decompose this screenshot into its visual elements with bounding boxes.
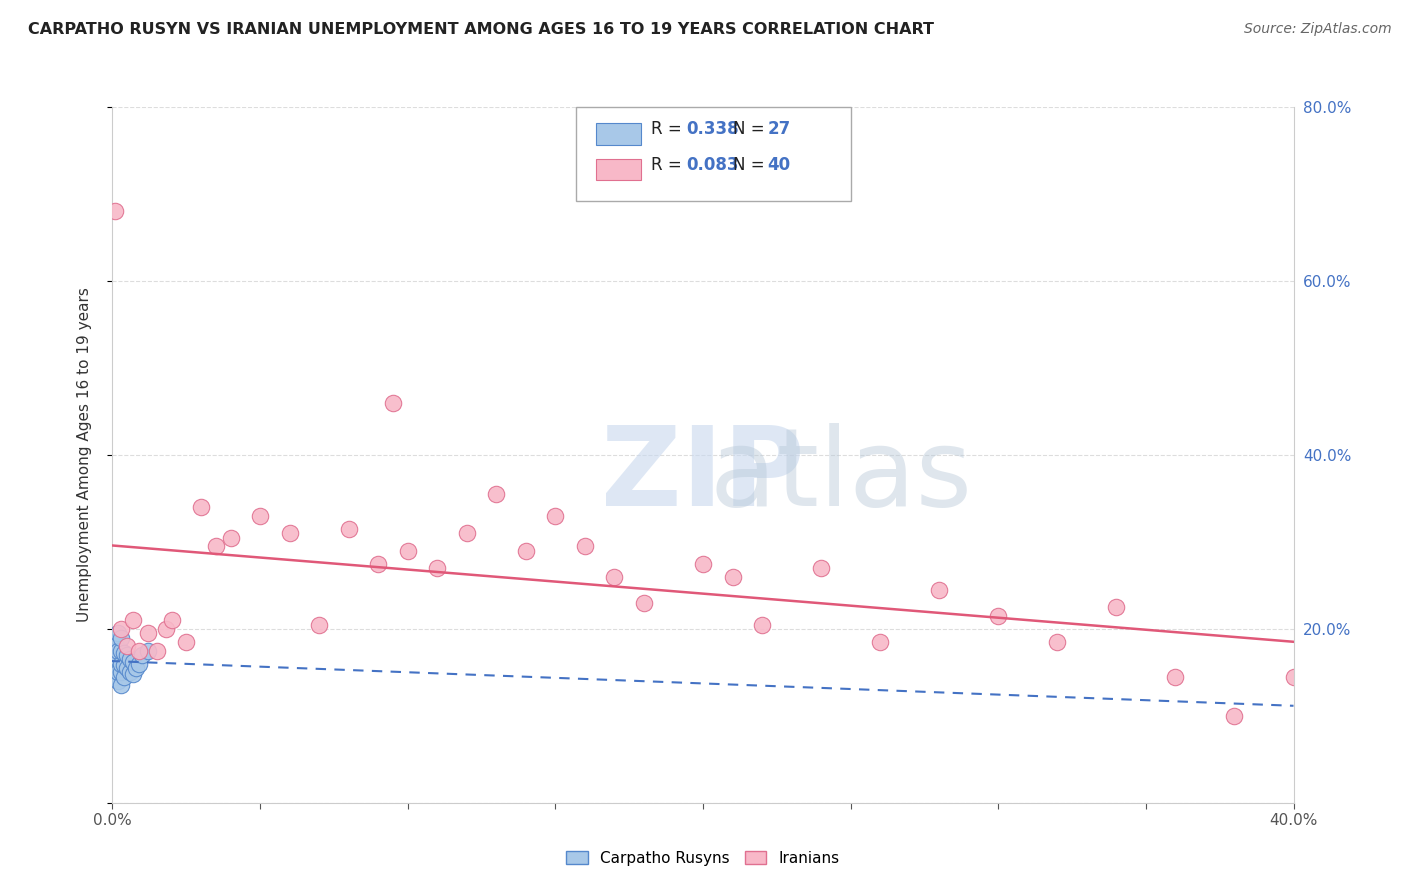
Point xyxy=(104,657,127,671)
Point xyxy=(110,665,132,680)
Point xyxy=(515,543,537,558)
Point xyxy=(122,667,145,681)
Point xyxy=(146,643,169,657)
Point xyxy=(810,561,832,575)
Point xyxy=(110,657,132,671)
Point xyxy=(485,487,508,501)
Point xyxy=(751,617,773,632)
Point xyxy=(1105,600,1128,615)
Point xyxy=(1282,670,1305,684)
Text: 40: 40 xyxy=(768,156,790,174)
Point xyxy=(544,508,567,523)
Point xyxy=(1164,670,1187,684)
Point xyxy=(128,643,150,657)
Point xyxy=(928,582,950,597)
Text: N =: N = xyxy=(733,120,769,138)
Y-axis label: Unemployment Among Ages 16 to 19 years: Unemployment Among Ages 16 to 19 years xyxy=(77,287,91,623)
Point xyxy=(110,622,132,636)
Text: R =: R = xyxy=(651,120,688,138)
Point xyxy=(104,670,127,684)
Point xyxy=(574,539,596,553)
Point xyxy=(136,643,159,657)
Point xyxy=(107,643,129,657)
Point xyxy=(426,561,449,575)
Point xyxy=(112,670,135,684)
Point xyxy=(107,626,129,640)
Text: 0.338: 0.338 xyxy=(686,120,738,138)
Text: N =: N = xyxy=(733,156,769,174)
Point xyxy=(155,622,177,636)
Point xyxy=(1046,635,1069,649)
Point xyxy=(107,674,129,689)
Point xyxy=(104,643,127,657)
Point xyxy=(104,204,127,219)
Point xyxy=(308,617,330,632)
Point xyxy=(110,678,132,692)
Point xyxy=(396,543,419,558)
Point xyxy=(120,652,142,666)
Point xyxy=(603,570,626,584)
Point xyxy=(122,655,145,669)
Point xyxy=(107,652,129,666)
Point xyxy=(174,635,197,649)
Point xyxy=(337,522,360,536)
Point xyxy=(117,661,138,675)
Point xyxy=(122,613,145,627)
Text: ZIP: ZIP xyxy=(602,422,804,529)
Point xyxy=(160,613,183,627)
Point xyxy=(136,626,159,640)
Point xyxy=(205,539,228,553)
Point xyxy=(721,570,744,584)
Point xyxy=(692,557,714,571)
Point xyxy=(367,557,389,571)
Point xyxy=(131,648,153,662)
Text: 27: 27 xyxy=(768,120,792,138)
Point xyxy=(117,648,138,662)
Point xyxy=(104,635,127,649)
Point xyxy=(278,526,301,541)
Point xyxy=(125,661,148,675)
Point xyxy=(219,531,242,545)
Point xyxy=(110,643,132,657)
Point xyxy=(190,500,212,514)
Point xyxy=(117,639,138,653)
Point xyxy=(382,396,405,410)
Point xyxy=(112,646,135,660)
Point xyxy=(107,665,129,680)
Point xyxy=(456,526,478,541)
Point xyxy=(112,658,135,673)
Text: atlas: atlas xyxy=(434,423,972,529)
Point xyxy=(869,635,891,649)
Legend: Carpatho Rusyns, Iranians: Carpatho Rusyns, Iranians xyxy=(560,845,846,871)
Point xyxy=(1223,708,1246,723)
Point xyxy=(110,631,132,645)
Text: R =: R = xyxy=(651,156,688,174)
Text: 0.083: 0.083 xyxy=(686,156,738,174)
Point xyxy=(120,665,142,680)
Point xyxy=(633,596,655,610)
Point xyxy=(987,608,1010,623)
Text: CARPATHO RUSYN VS IRANIAN UNEMPLOYMENT AMONG AGES 16 TO 19 YEARS CORRELATION CHA: CARPATHO RUSYN VS IRANIAN UNEMPLOYMENT A… xyxy=(28,22,934,37)
Point xyxy=(249,508,271,523)
Text: Source: ZipAtlas.com: Source: ZipAtlas.com xyxy=(1244,22,1392,37)
Point xyxy=(128,657,150,671)
